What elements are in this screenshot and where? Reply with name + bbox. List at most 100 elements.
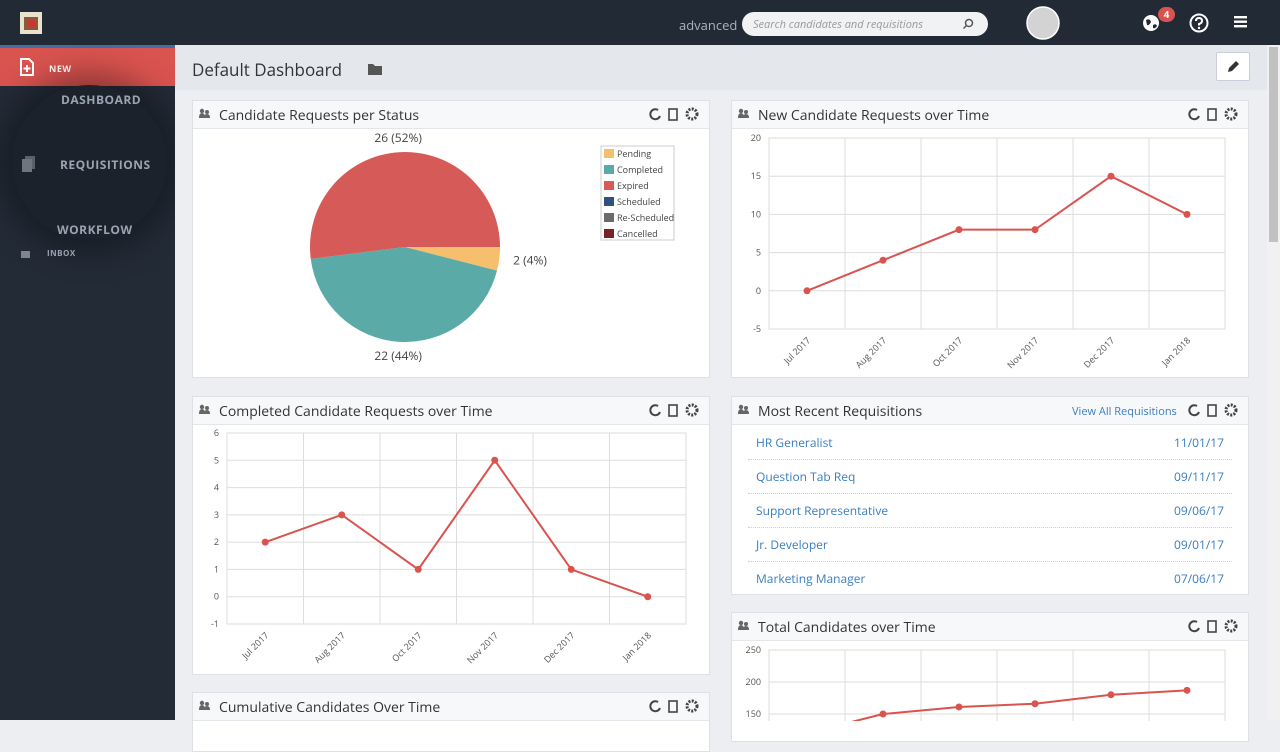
settings-icon[interactable]	[685, 403, 699, 417]
people-icon	[199, 404, 205, 410]
people-icon	[738, 404, 744, 410]
new-button[interactable]: NEW	[0, 48, 175, 86]
refresh-icon[interactable]	[1188, 108, 1200, 121]
y-tick-label: 200	[746, 675, 761, 688]
point	[414, 565, 422, 573]
scrollbar[interactable]	[1267, 45, 1280, 720]
requisition-name[interactable]: Jr. Developer	[756, 536, 828, 553]
widget-header: Candidate Requests per Status	[193, 101, 709, 129]
point	[879, 710, 887, 718]
search-icon[interactable]	[962, 18, 974, 30]
requisition-row: Jr. Developer 09/01/17	[748, 527, 1232, 562]
settings-icon[interactable]	[685, 699, 699, 713]
menu-requisitions[interactable]: REQUISITIONS	[60, 156, 151, 173]
people-icon	[199, 409, 210, 414]
x-tick-label: Dec 2017	[1080, 334, 1117, 371]
edit-button[interactable]	[1216, 52, 1250, 81]
menu-new[interactable]: NEW	[49, 62, 72, 75]
x-tick-label: Jul 2017	[780, 334, 813, 367]
advanced-search-link[interactable]: advanced	[679, 16, 738, 34]
people-icon	[744, 622, 748, 626]
requisition-date: 09/01/17	[1174, 536, 1224, 553]
export-icon[interactable]	[1207, 404, 1217, 417]
settings-icon[interactable]	[685, 107, 699, 121]
menu-icon[interactable]	[1234, 15, 1248, 29]
menu-inbox[interactable]: INBOX	[47, 248, 76, 259]
y-tick-label: 4	[214, 481, 219, 494]
export-icon[interactable]	[1207, 620, 1217, 633]
x-tick-label: Nov 2017	[1004, 334, 1041, 371]
point	[338, 511, 346, 519]
requisition-name[interactable]: Question Tab Req	[756, 468, 856, 485]
line	[264, 458, 649, 598]
menu-workflow[interactable]: WORKFLOW	[57, 221, 133, 238]
legend-label: Pending	[617, 147, 651, 160]
dashboard-header: Default Dashboard	[175, 45, 1267, 90]
people-icon	[738, 625, 749, 630]
y-tick-label: 150	[746, 707, 761, 720]
avatar[interactable]	[1026, 6, 1060, 40]
legend-swatch	[604, 213, 614, 222]
pie-label: 26 (52%)	[374, 129, 422, 146]
export-icon[interactable]	[1207, 108, 1217, 121]
settings-icon[interactable]	[1224, 619, 1238, 633]
x-tick-label: Aug 2017	[311, 629, 348, 666]
widget-title: Completed Candidate Requests over Time	[219, 402, 493, 421]
legend-swatch	[604, 149, 614, 158]
point	[1107, 691, 1115, 699]
line	[851, 689, 1188, 721]
y-tick-label: 5	[756, 246, 761, 259]
legend-label: Cancelled	[617, 227, 658, 240]
x-tick-label: Jan 2018	[1158, 334, 1193, 369]
point	[491, 456, 499, 464]
point	[1107, 172, 1115, 180]
requisition-name[interactable]: Support Representative	[756, 502, 889, 519]
settings-icon[interactable]	[1224, 403, 1238, 417]
view-all-link[interactable]: View All Requisitions	[1072, 404, 1177, 419]
requisition-row: HR Generalist 11/01/17	[748, 425, 1232, 460]
pie-label: 22 (44%)	[374, 347, 422, 364]
refresh-icon[interactable]	[649, 700, 661, 713]
point	[261, 538, 269, 546]
y-tick-label: 10	[751, 207, 761, 220]
settings-icon[interactable]	[1224, 107, 1238, 121]
export-icon[interactable]	[668, 108, 678, 121]
globe-icon[interactable]	[1141, 12, 1161, 32]
requisition-name[interactable]: HR Generalist	[756, 434, 833, 451]
line-chart: -5 0 5 10 15 20 Jul 2017 Aug 2017 Oct 2017 Nov 20…	[751, 131, 1226, 371]
new-icon	[20, 58, 34, 76]
y-tick-label: 3	[214, 508, 219, 521]
search-box[interactable]: Search candidates and requisitions	[742, 12, 988, 36]
widget-title: New Candidate Requests over Time	[758, 106, 990, 125]
search-placeholder: Search candidates and requisitions	[753, 17, 923, 32]
pie-chart: 2 (4%) 22 (44%) 26 (52%) Pending Completed Ex…	[310, 129, 675, 364]
point	[1031, 700, 1039, 708]
refresh-icon[interactable]	[1188, 620, 1200, 633]
legend-label: Expired	[617, 179, 649, 192]
menu-dashboard[interactable]: DASHBOARD	[61, 91, 142, 108]
export-icon[interactable]	[668, 700, 678, 713]
logo[interactable]	[20, 12, 42, 34]
help-icon[interactable]	[1189, 13, 1209, 33]
folder-icon[interactable]	[368, 63, 383, 75]
widget-cumulative: Cumulative Candidates Over Time	[192, 692, 710, 752]
refresh-icon[interactable]	[649, 108, 661, 121]
export-icon[interactable]	[668, 404, 678, 417]
requisition-name[interactable]: Marketing Manager	[756, 570, 866, 587]
people-icon	[738, 113, 749, 118]
top-bar: advanced Search candidates and requisiti…	[0, 0, 1280, 45]
pie-slice	[310, 247, 498, 343]
widget-title: Total Candidates over Time	[758, 618, 936, 637]
legend-label: Scheduled	[617, 195, 661, 208]
point	[879, 256, 887, 264]
refresh-icon[interactable]	[649, 404, 661, 417]
pie-label: 2 (4%)	[513, 252, 547, 269]
notification-badge[interactable]: 4	[1158, 7, 1175, 22]
refresh-icon[interactable]	[1188, 404, 1200, 417]
people-icon	[199, 113, 210, 118]
x-tick-label: Dec 2017	[541, 629, 578, 666]
requisition-row: Support Representative 09/06/17	[748, 493, 1232, 528]
header-icons	[738, 619, 1238, 633]
scrollbar-thumb[interactable]	[1269, 47, 1278, 242]
